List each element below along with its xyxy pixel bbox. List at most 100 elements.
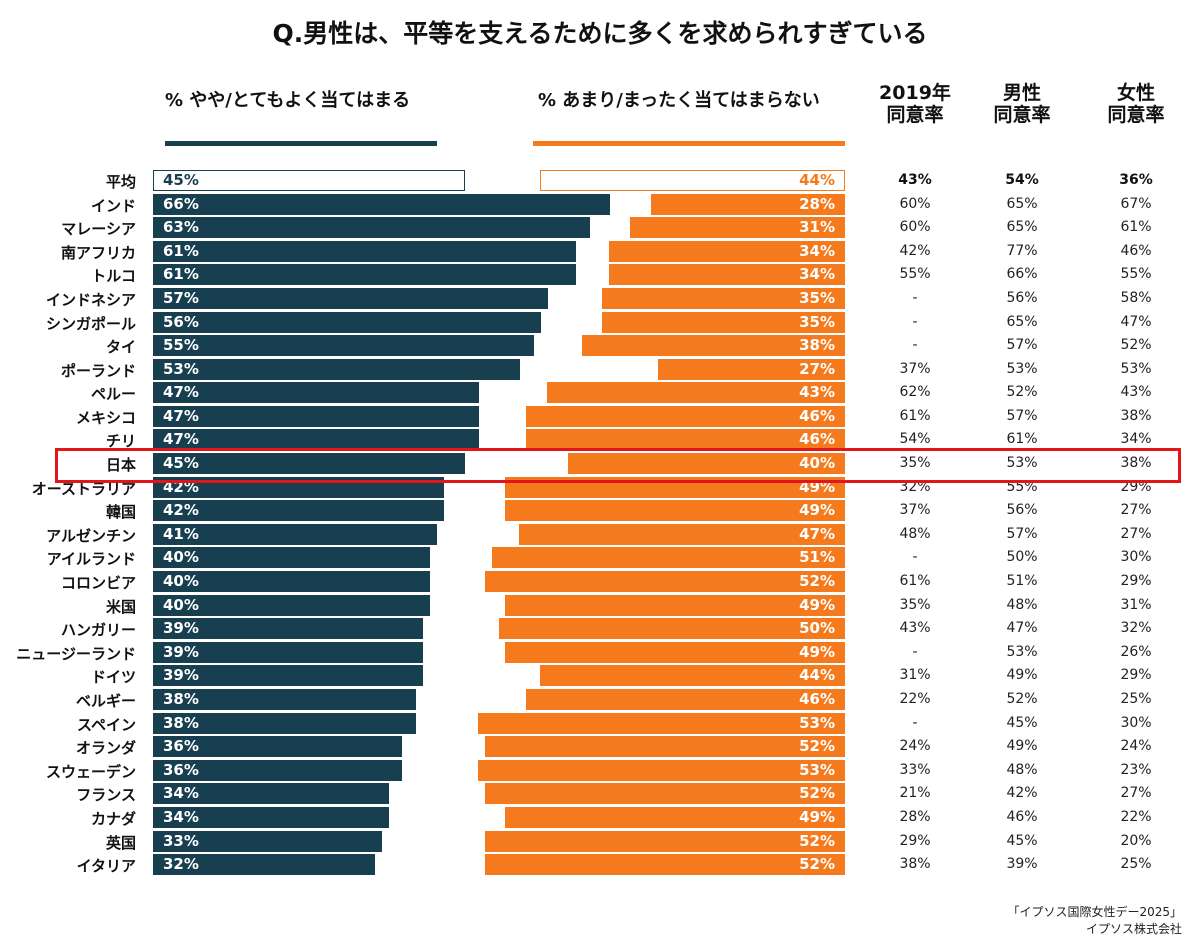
table-cell: 48% bbox=[1006, 596, 1038, 613]
table-cell: 58% bbox=[1120, 289, 1152, 306]
category-label: ベルギー bbox=[75, 691, 136, 710]
bar-agree-label: 57% bbox=[163, 288, 199, 307]
bar-disagree-label: 44% bbox=[799, 666, 835, 685]
source-line2: イプソス株式会社 bbox=[1085, 922, 1182, 936]
legend-disagree-line bbox=[533, 141, 845, 146]
bar-disagree bbox=[484, 830, 845, 852]
bar-disagree-label: 35% bbox=[799, 288, 835, 307]
bar-agree-label: 39% bbox=[163, 619, 199, 638]
table-cell: 53% bbox=[1006, 455, 1038, 472]
legend-disagree: % あまり/まったく当てはまらない bbox=[538, 90, 820, 111]
bar-disagree-label: 40% bbox=[799, 454, 835, 473]
category-label: 平均 bbox=[105, 173, 136, 191]
bar-agree-label: 40% bbox=[163, 595, 199, 614]
table-cell: - bbox=[912, 337, 918, 354]
bar-disagree-label: 34% bbox=[799, 241, 835, 260]
bar-agree-label: 41% bbox=[163, 524, 199, 543]
bar-agree-label: 39% bbox=[163, 666, 199, 685]
table-cell: 22% bbox=[899, 690, 931, 707]
table-cell: 42% bbox=[899, 242, 931, 259]
bar-agree bbox=[153, 712, 417, 734]
table-cell: 60% bbox=[899, 219, 931, 236]
table-cell: 30% bbox=[1120, 714, 1152, 731]
table-cell: 50% bbox=[1006, 549, 1038, 566]
table-cell: 27% bbox=[1120, 785, 1152, 802]
bar-disagree-label: 35% bbox=[799, 312, 835, 331]
table-cell: 24% bbox=[899, 738, 931, 755]
category-label: 米国 bbox=[105, 597, 136, 616]
bar-disagree bbox=[581, 335, 845, 357]
table-cell: 29% bbox=[1120, 573, 1152, 590]
bar-disagree-label: 49% bbox=[799, 595, 835, 614]
table-cell: 26% bbox=[1120, 643, 1152, 660]
bar-agree bbox=[153, 571, 431, 593]
table-cell: 52% bbox=[1006, 384, 1038, 401]
table-cell: 48% bbox=[1006, 761, 1038, 778]
table-header: 女性 同意率 bbox=[1107, 82, 1165, 126]
bar-disagree bbox=[567, 453, 845, 475]
table-cell: 27% bbox=[1120, 502, 1152, 519]
table-cell: 24% bbox=[1120, 738, 1152, 755]
bar-disagree-label: 46% bbox=[799, 430, 835, 449]
table-cell: 56% bbox=[1006, 289, 1038, 306]
table-cell: 31% bbox=[1120, 596, 1152, 613]
table-cell: 65% bbox=[1006, 219, 1038, 236]
bar-agree-label: 42% bbox=[163, 501, 199, 520]
table-cell: 61% bbox=[1120, 219, 1152, 236]
category-label: スペイン bbox=[77, 715, 136, 734]
table-cell: 25% bbox=[1120, 856, 1152, 873]
table-cell: 61% bbox=[899, 407, 931, 424]
bar-agree bbox=[153, 311, 542, 333]
table-cell: 46% bbox=[1006, 808, 1038, 825]
category-label: オーストラリア bbox=[31, 479, 136, 498]
category-label: アルゼンチン bbox=[46, 526, 136, 545]
table-cell: 53% bbox=[1006, 360, 1038, 377]
table-cell: 49% bbox=[1006, 667, 1038, 684]
bar-agree-label: 55% bbox=[163, 336, 199, 355]
bar-agree-label: 56% bbox=[163, 312, 199, 331]
table-cell: 57% bbox=[1006, 525, 1038, 542]
bar-disagree bbox=[477, 712, 845, 734]
bar-agree bbox=[153, 500, 445, 522]
table-cell: 60% bbox=[899, 195, 931, 212]
table-cell: 56% bbox=[1006, 502, 1038, 519]
category-label: オランダ bbox=[75, 739, 136, 758]
bar-disagree-label: 51% bbox=[799, 548, 835, 567]
table-cell: 36% bbox=[1119, 172, 1153, 188]
table-cell: - bbox=[912, 289, 918, 306]
bar-agree-label: 53% bbox=[163, 359, 199, 378]
bar-agree bbox=[153, 736, 403, 758]
table-cell: - bbox=[912, 549, 918, 566]
table-cell: 29% bbox=[899, 832, 931, 849]
table-cell: 43% bbox=[898, 172, 932, 188]
table-cell: 33% bbox=[899, 761, 931, 778]
table-cell: 25% bbox=[1120, 690, 1152, 707]
category-label: 韓国 bbox=[105, 503, 136, 522]
category-label: メキシコ bbox=[75, 408, 136, 427]
table-cell: 52% bbox=[1006, 690, 1038, 707]
bar-disagree bbox=[498, 618, 845, 640]
table-cell: 21% bbox=[899, 785, 931, 802]
table-cell: 52% bbox=[1120, 337, 1152, 354]
table-cell: 20% bbox=[1120, 832, 1152, 849]
table-cell: 54% bbox=[1005, 172, 1039, 188]
bar-disagree-label: 52% bbox=[799, 784, 835, 803]
category-label: インドネシア bbox=[45, 290, 136, 309]
category-label: ポーランド bbox=[60, 361, 136, 380]
category-label: スウェーデン bbox=[45, 762, 136, 781]
bar-disagree bbox=[505, 500, 845, 522]
table-cell: 48% bbox=[899, 525, 931, 542]
bar-agree-label: 45% bbox=[163, 171, 199, 189]
table-cell: 37% bbox=[899, 360, 931, 377]
bar-agree bbox=[153, 170, 465, 191]
bar-disagree bbox=[484, 783, 845, 805]
bar-agree bbox=[153, 806, 389, 828]
table-cell: 35% bbox=[899, 596, 931, 613]
table-cell: - bbox=[912, 643, 918, 660]
category-label: カナダ bbox=[90, 809, 136, 828]
table-cell: 39% bbox=[1006, 856, 1038, 873]
category-label: アイルランド bbox=[46, 550, 136, 569]
table-cell: 34% bbox=[1120, 431, 1152, 448]
bar-agree bbox=[153, 759, 403, 781]
